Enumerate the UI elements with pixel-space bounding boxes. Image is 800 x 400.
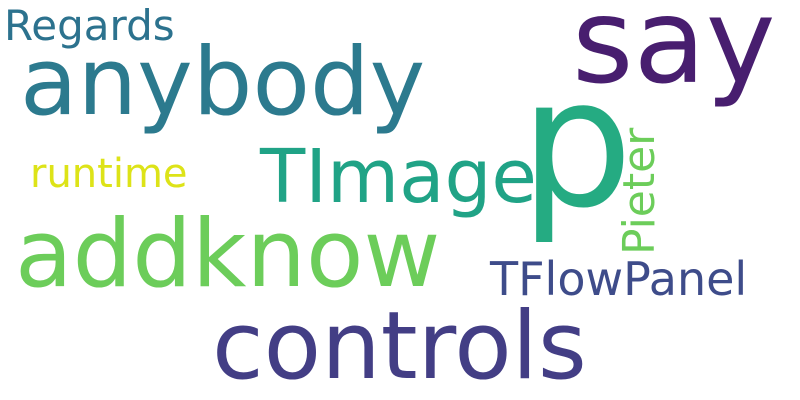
word-anybody: anybody bbox=[20, 28, 426, 137]
word-runtime: runtime bbox=[30, 151, 188, 197]
word-tflowpanel: TFlowPanel bbox=[490, 252, 748, 306]
word-addknow: addknow bbox=[15, 200, 441, 309]
word-controls: controls bbox=[212, 292, 587, 400]
word-say: say bbox=[572, 0, 776, 110]
word-pieter: Pieter bbox=[614, 127, 665, 255]
word-timage: TImage bbox=[260, 134, 537, 220]
word-p: p bbox=[520, 40, 633, 247]
word-regards: Regards bbox=[4, 1, 175, 50]
